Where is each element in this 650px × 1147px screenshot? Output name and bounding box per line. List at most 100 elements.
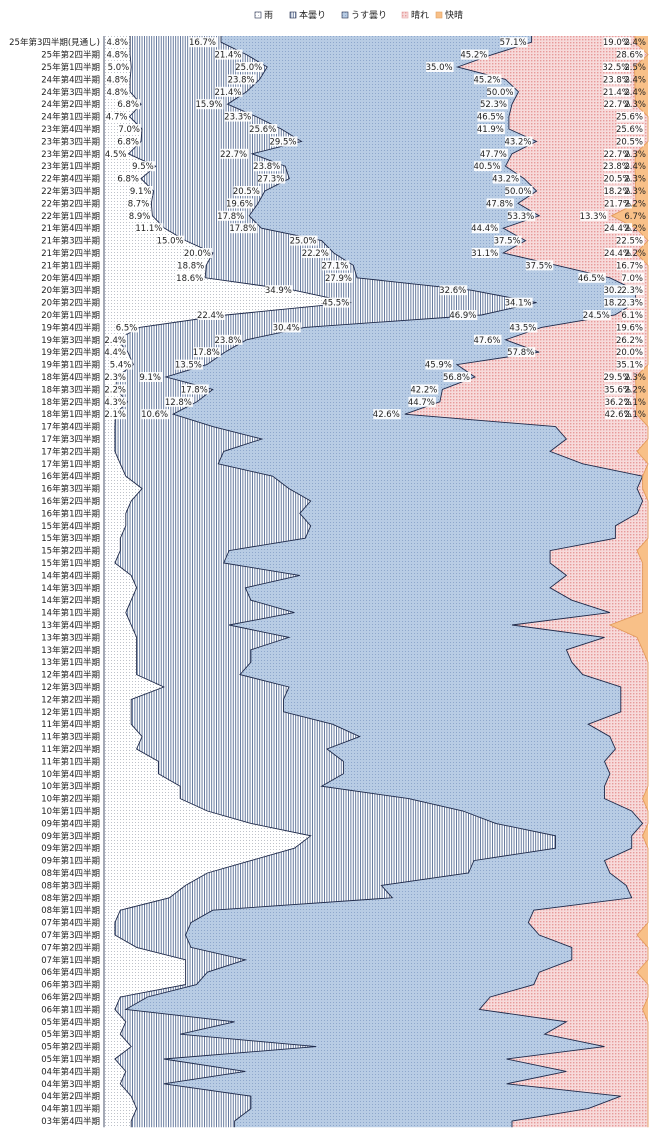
- data-label-overcast: 25.6%: [249, 124, 278, 135]
- svg-text:4.8%: 4.8%: [106, 51, 128, 61]
- category-label: 20年第3四半期: [41, 285, 100, 296]
- data-label-overcast: 17.8%: [229, 223, 258, 234]
- svg-text:35.0%: 35.0%: [426, 63, 453, 73]
- data-label-rain: 4.3%: [104, 396, 127, 408]
- data-label-cloudy: 37.5%: [525, 260, 554, 271]
- category-label: 05年第2四半期: [41, 1042, 100, 1053]
- category-label: 18年第3四半期: [41, 384, 100, 395]
- svg-text:52.3%: 52.3%: [480, 100, 507, 110]
- data-label-sunny: 24.4%: [604, 223, 632, 234]
- data-label-sunny: 21.7%: [604, 198, 632, 209]
- category-label: 14年第1四半期: [41, 608, 100, 619]
- svg-text:34.1%: 34.1%: [505, 299, 532, 309]
- category-label: 18年第4四半期: [41, 372, 100, 383]
- svg-text:25.0%: 25.0%: [290, 237, 317, 247]
- svg-text:6.1%: 6.1%: [621, 311, 643, 321]
- svg-text:32.5%: 32.5%: [602, 63, 629, 73]
- category-label: 11年第1四半期: [41, 756, 100, 767]
- svg-text:40.5%: 40.5%: [473, 162, 500, 172]
- data-label-sunny: 36.2%: [605, 396, 633, 408]
- svg-text:45.2%: 45.2%: [460, 51, 487, 61]
- data-label-rain: 2.4%: [104, 334, 127, 346]
- svg-text:25.0%: 25.0%: [235, 63, 262, 73]
- svg-text:4.3%: 4.3%: [104, 398, 126, 408]
- legend-item-clear: 快晴: [435, 9, 463, 21]
- data-label-sunny: 21.4%: [603, 86, 631, 98]
- svg-text:46.9%: 46.9%: [449, 311, 476, 321]
- svg-text:17.8%: 17.8%: [181, 385, 208, 395]
- svg-text:25.6%: 25.6%: [616, 113, 643, 123]
- category-label: 25年第2四半期: [41, 50, 100, 61]
- data-label-clear: 2.4%: [624, 75, 646, 85]
- data-label-cloudy: 52.3%: [480, 99, 508, 110]
- category-label: 21年第1四半期: [41, 260, 100, 271]
- svg-text:11.1%: 11.1%: [135, 224, 162, 234]
- category-label: 16年第4四半期: [41, 471, 100, 482]
- svg-text:57.8%: 57.8%: [507, 348, 534, 358]
- category-label: 04年第3四半期: [41, 1079, 100, 1090]
- svg-text:42.2%: 42.2%: [410, 385, 437, 395]
- category-label: 24年第4四半期: [41, 74, 100, 85]
- svg-text:31.1%: 31.1%: [471, 249, 498, 259]
- category-label: 06年第1四半期: [41, 1004, 100, 1015]
- data-label-cloudy: 41.9%: [477, 124, 505, 135]
- legend-swatch-sunny: [401, 11, 409, 19]
- legend-swatch-cloudy: [341, 11, 349, 19]
- data-label-rain: 4.4%: [104, 347, 127, 358]
- category-label: 13年第4四半期: [41, 620, 100, 631]
- svg-text:4.5%: 4.5%: [105, 150, 127, 160]
- svg-text:2.3%: 2.3%: [624, 373, 646, 383]
- category-label: 12年第1四半期: [41, 707, 100, 718]
- svg-text:21.4%: 21.4%: [603, 88, 630, 98]
- data-label-cloudy: 46.5%: [477, 111, 505, 123]
- svg-text:6.8%: 6.8%: [117, 100, 139, 110]
- data-label-sunny: 2.3%: [621, 285, 644, 296]
- data-label-overcast: 12.8%: [165, 396, 193, 408]
- data-label-sunny: 28.6%: [616, 49, 644, 61]
- data-label-rain: 6.5%: [116, 322, 139, 333]
- data-label-overcast: 23.3%: [224, 111, 253, 123]
- data-label-rain: 6.8%: [117, 99, 140, 110]
- svg-text:19.0%: 19.0%: [603, 38, 630, 48]
- data-label-cloudy: 24.5%: [583, 310, 611, 321]
- data-label-cloudy: 47.6%: [473, 334, 502, 346]
- category-label: 22年第1四半期: [41, 211, 100, 222]
- svg-text:47.6%: 47.6%: [473, 336, 500, 346]
- category-label: 15年第1四半期: [41, 558, 100, 569]
- category-label: 07年第2四半期: [41, 942, 100, 953]
- data-label-overcast: 17.8%: [193, 347, 221, 358]
- svg-text:37.5%: 37.5%: [525, 261, 552, 271]
- category-label: 21年第4四半期: [41, 223, 100, 234]
- data-label-cloudy: 43.2%: [504, 136, 533, 147]
- category-label: 19年第3四半期: [41, 335, 100, 346]
- data-label-overcast: 23.8%: [228, 74, 256, 85]
- data-label-sunny: 35.1%: [616, 359, 644, 371]
- data-label-sunny: 32.5%: [602, 62, 631, 73]
- svg-text:36.2%: 36.2%: [605, 398, 632, 408]
- data-label-sunny: 20.5%: [603, 173, 632, 185]
- data-label-cloudy: 47.8%: [486, 198, 514, 209]
- svg-text:23.8%: 23.8%: [603, 75, 630, 85]
- svg-text:27.1%: 27.1%: [321, 261, 348, 271]
- category-label: 04年第1四半期: [41, 1104, 100, 1115]
- svg-text:4.8%: 4.8%: [106, 88, 128, 98]
- svg-text:8.7%: 8.7%: [128, 199, 150, 209]
- data-label-cloudy: 44.7%: [408, 396, 436, 408]
- svg-text:17.8%: 17.8%: [217, 212, 244, 222]
- svg-text:6.5%: 6.5%: [116, 323, 138, 333]
- data-label-rain: 2.2%: [104, 384, 127, 395]
- svg-text:5.0%: 5.0%: [108, 63, 130, 73]
- svg-text:17.8%: 17.8%: [193, 348, 220, 358]
- data-label-clear: 2.4%: [624, 162, 646, 172]
- category-label: 12年第3四半期: [41, 682, 100, 693]
- category-label: 16年第2四半期: [41, 496, 100, 507]
- category-label: 08年第4四半期: [41, 868, 100, 879]
- category-label: 14年第2四半期: [41, 595, 100, 606]
- svg-text:46.5%: 46.5%: [477, 113, 504, 123]
- series-area-rain: [104, 36, 352, 1128]
- svg-text:46.5%: 46.5%: [578, 274, 605, 284]
- data-label-rain: 11.1%: [135, 223, 164, 234]
- category-label: 15年第4四半期: [41, 521, 100, 532]
